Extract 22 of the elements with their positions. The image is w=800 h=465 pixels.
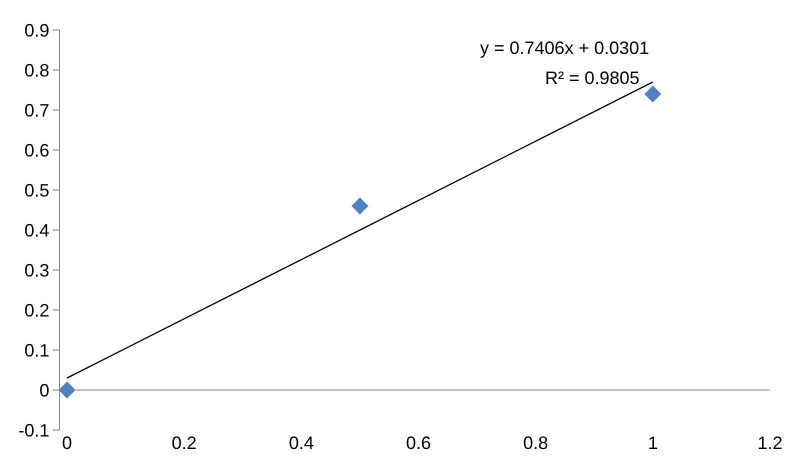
point xyxy=(644,86,662,102)
y-tick-label: 0.3 xyxy=(24,260,50,280)
y-tick-label: 0 xyxy=(39,380,50,400)
x-tick-label: 1 xyxy=(648,433,658,453)
y-tick-label: 0.5 xyxy=(24,180,50,200)
y-tick-label: 0.6 xyxy=(24,140,50,160)
y-tick-label: 0.9 xyxy=(24,20,50,40)
y-tick-label: 0.4 xyxy=(24,220,50,240)
point xyxy=(351,198,368,214)
annotation: R² = 0.9805 xyxy=(545,68,640,88)
x-tick-label: 0.4 xyxy=(288,433,314,453)
x-tick-label: 0.6 xyxy=(406,433,432,453)
y-tick-label: 0.8 xyxy=(24,60,50,80)
x-tick-label: 0 xyxy=(62,433,72,453)
x-tick-label: 0.8 xyxy=(523,433,548,453)
x-tick-label: 0.2 xyxy=(172,433,197,453)
y-tick-label: 0.2 xyxy=(24,300,50,320)
y-tick-label: 0.7 xyxy=(24,100,50,120)
y-tick-label: -0.1 xyxy=(18,420,50,440)
y-tick-label: 0.1 xyxy=(24,340,50,360)
annotation: y = 0.7406x + 0.0301 xyxy=(480,38,650,58)
x-tick-label: 1.2 xyxy=(757,433,783,453)
